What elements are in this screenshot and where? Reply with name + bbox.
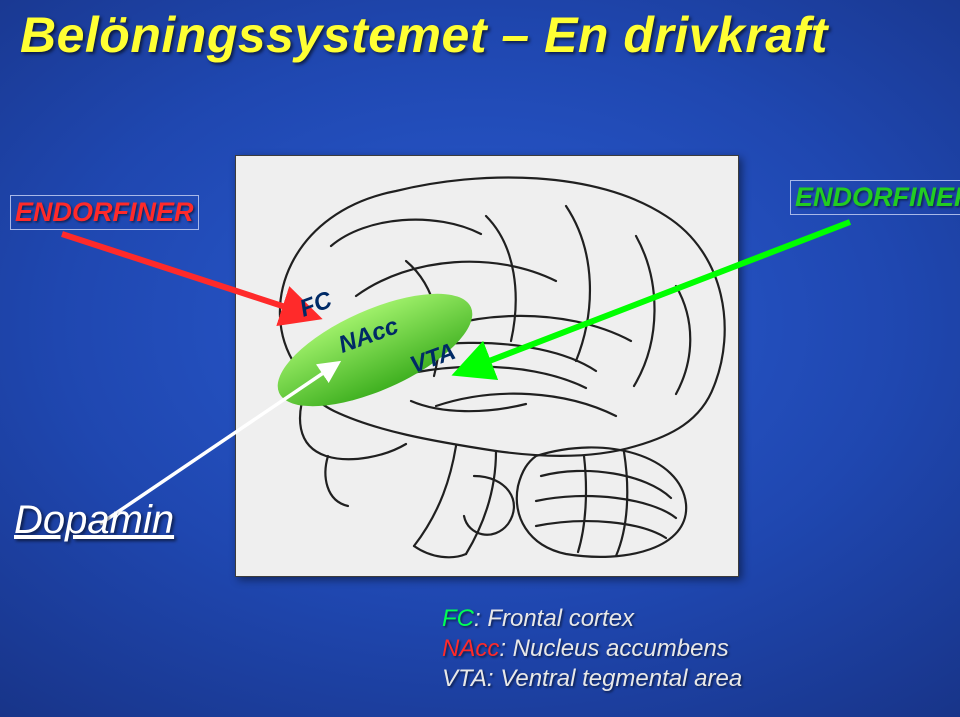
- endorfiner-left-label: ENDORFINER: [10, 195, 199, 230]
- legend-row-vta: VTA: Ventral tegmental area: [442, 664, 742, 694]
- endorfiner-right-label: ENDORFINER: [790, 180, 960, 215]
- legend: FC: Frontal cortex NAcc: Nucleus accumbe…: [442, 604, 742, 694]
- legend-val-nacc: : Nucleus accumbens: [499, 635, 728, 662]
- brain-frame: [235, 155, 739, 577]
- dopamin-label: Dopamin: [14, 498, 174, 543]
- legend-key-fc: FC: [442, 605, 474, 632]
- legend-key-nacc: NAcc: [442, 635, 499, 662]
- legend-key-vta: VTA: [442, 665, 487, 692]
- legend-row-nacc: NAcc: Nucleus accumbens: [442, 634, 742, 664]
- brain-illustration: [236, 156, 738, 576]
- slide-root: Belöningssystemet – En drivkraft: [0, 0, 960, 717]
- legend-val-vta: : Ventral tegmental area: [487, 665, 742, 692]
- legend-val-fc: : Frontal cortex: [474, 605, 634, 632]
- legend-row-fc: FC: Frontal cortex: [442, 604, 742, 634]
- slide-title: Belöningssystemet – En drivkraft: [20, 6, 828, 64]
